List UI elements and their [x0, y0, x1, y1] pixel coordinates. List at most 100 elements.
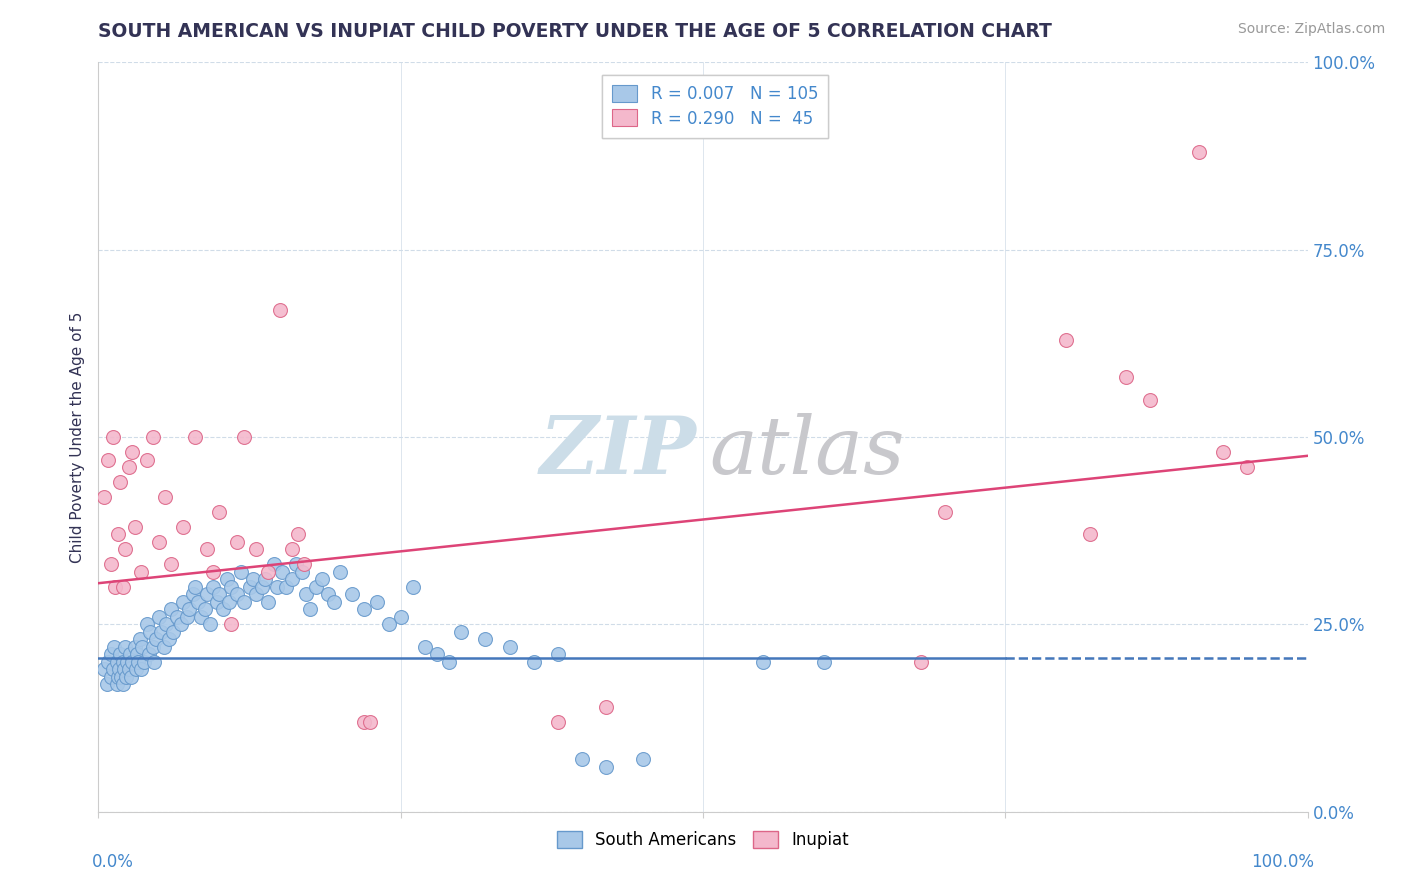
Point — [1188, 145, 1211, 160]
Point — [377, 617, 399, 632]
Point — [1115, 370, 1137, 384]
Point — [426, 648, 449, 662]
Point — [172, 595, 194, 609]
Point — [208, 505, 231, 519]
Point — [100, 558, 122, 572]
Point — [281, 542, 304, 557]
Point — [450, 624, 472, 639]
Point — [107, 670, 129, 684]
Text: SOUTH AMERICAN VS INUPIAT CHILD POVERTY UNDER THE AGE OF 5 CORRELATION CHART: SOUTH AMERICAN VS INUPIAT CHILD POVERTY … — [98, 22, 1052, 41]
Point — [153, 490, 176, 504]
Point — [114, 542, 136, 557]
Point — [187, 595, 209, 609]
Point — [198, 617, 221, 632]
Point — [547, 714, 569, 729]
Point — [353, 714, 375, 729]
Point — [135, 617, 157, 632]
Point — [108, 662, 131, 676]
Point — [148, 535, 170, 549]
Point — [118, 460, 141, 475]
Text: Source: ZipAtlas.com: Source: ZipAtlas.com — [1237, 22, 1385, 37]
Point — [813, 655, 835, 669]
Point — [160, 558, 183, 572]
Point — [342, 587, 364, 601]
Point — [105, 677, 128, 691]
Legend: R = 0.007   N = 105, R = 0.290   N =  45: R = 0.007 N = 105, R = 0.290 N = 45 — [602, 75, 828, 137]
Point — [256, 565, 278, 579]
Point — [323, 595, 346, 609]
Point — [1236, 460, 1258, 475]
Point — [115, 670, 138, 684]
Point — [143, 655, 166, 669]
Point — [108, 475, 131, 489]
Point — [176, 610, 198, 624]
Point — [910, 655, 932, 669]
Point — [97, 655, 120, 669]
Point — [1139, 392, 1161, 407]
Point — [111, 580, 134, 594]
Point — [117, 655, 139, 669]
Point — [127, 655, 149, 669]
Point — [316, 587, 339, 601]
Point — [162, 624, 184, 639]
Point — [353, 602, 375, 616]
Point — [229, 565, 252, 579]
Point — [221, 617, 243, 632]
Point — [631, 752, 654, 766]
Point — [103, 640, 125, 654]
Point — [129, 662, 152, 676]
Point — [269, 302, 291, 317]
Point — [111, 677, 134, 691]
Point — [129, 565, 152, 579]
Point — [256, 595, 278, 609]
Point — [152, 640, 174, 654]
Point — [202, 565, 225, 579]
Point — [1212, 445, 1234, 459]
Point — [121, 445, 143, 459]
Point — [250, 580, 273, 594]
Point — [121, 655, 143, 669]
Point — [208, 587, 231, 601]
Point — [166, 610, 188, 624]
Point — [271, 565, 294, 579]
Point — [299, 602, 322, 616]
Point — [145, 632, 167, 647]
Point — [100, 670, 122, 684]
Point — [190, 610, 212, 624]
Point — [97, 452, 120, 467]
Point — [138, 648, 160, 662]
Point — [101, 662, 124, 676]
Point — [101, 430, 124, 444]
Point — [202, 580, 225, 594]
Point — [498, 640, 520, 654]
Point — [295, 587, 318, 601]
Point — [148, 610, 170, 624]
Point — [474, 632, 496, 647]
Point — [281, 573, 304, 587]
Y-axis label: Child Poverty Under the Age of 5: Child Poverty Under the Age of 5 — [69, 311, 84, 563]
Point — [266, 580, 288, 594]
Point — [595, 699, 617, 714]
Point — [125, 662, 148, 676]
Point — [114, 640, 136, 654]
Point — [184, 430, 207, 444]
Point — [242, 573, 264, 587]
Point — [523, 655, 546, 669]
Point — [169, 617, 191, 632]
Point — [100, 648, 122, 662]
Point — [124, 640, 146, 654]
Point — [124, 520, 146, 534]
Text: ZIP: ZIP — [540, 413, 697, 491]
Point — [93, 662, 115, 676]
Point — [232, 595, 254, 609]
Point — [142, 640, 165, 654]
Point — [111, 655, 134, 669]
Text: 100.0%: 100.0% — [1250, 853, 1313, 871]
Point — [118, 662, 141, 676]
Point — [134, 655, 156, 669]
Point — [157, 632, 180, 647]
Point — [131, 640, 153, 654]
Point — [218, 595, 240, 609]
Point — [221, 580, 243, 594]
Text: 0.0%: 0.0% — [93, 853, 134, 871]
